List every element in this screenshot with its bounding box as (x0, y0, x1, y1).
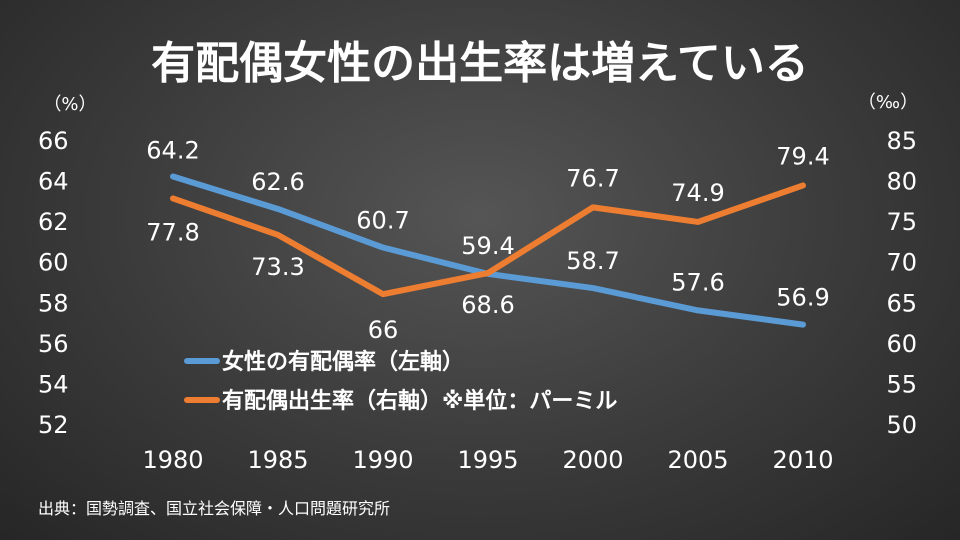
right-axis: 85 80 75 70 65 60 55 50 (886, 127, 917, 439)
marriage-rate-label: 58.7 (566, 247, 619, 275)
x-tick-label: 2010 (772, 446, 833, 474)
left-tick-label: 56 (38, 330, 69, 358)
marriage-rate-label: 60.7 (356, 207, 409, 235)
left-tick-label: 66 (38, 127, 69, 155)
x-axis: 1980 1985 1990 1995 2000 2005 2010 (142, 446, 833, 474)
left-axis-unit: （%） (43, 94, 96, 115)
left-tick-label: 60 (38, 249, 69, 277)
x-tick-label: 1980 (142, 446, 203, 474)
legend-label: 有配偶出生率（右軸）※単位：パーミル (222, 388, 617, 414)
fertility-rate-label: 77.8 (146, 218, 199, 246)
legend-label: 女性の有配偶率（左軸） (222, 349, 464, 375)
left-tick-label: 64 (38, 168, 69, 196)
fertility-rate-line (170, 182, 806, 298)
right-tick-label: 60 (886, 330, 917, 358)
right-tick-label: 70 (886, 249, 917, 277)
left-tick-label: 54 (38, 370, 69, 398)
marriage-rate-label: 57.6 (671, 268, 724, 296)
fertility-rate-label: 73.3 (251, 253, 304, 281)
legend: 女性の有配偶率（左軸） 有配偶出生率（右軸）※単位：パーミル (184, 349, 617, 414)
x-tick-label: 1985 (247, 446, 308, 474)
right-tick-label: 75 (886, 208, 917, 236)
right-tick-label: 65 (886, 289, 917, 317)
marriage-rate-label: 56.9 (776, 284, 829, 312)
left-axis: 66 64 62 60 58 56 54 52 (38, 127, 69, 439)
right-tick-label: 80 (886, 168, 917, 196)
fertility-rate-label: 79.4 (776, 142, 829, 170)
marriage-rate-label: 59.4 (461, 232, 514, 260)
marriage-rate-label: 64.2 (146, 137, 199, 165)
fertility-rate-label: 68.6 (461, 291, 514, 319)
right-tick-label: 50 (886, 411, 917, 439)
chart-title: 有配偶女性の出生率は増えている (151, 38, 809, 89)
left-tick-label: 52 (38, 411, 69, 439)
fertility-rate-label: 74.9 (671, 179, 724, 207)
series-layer (170, 173, 806, 328)
source-note: 出典：国勢調査、国立社会保障・人口問題研究所 (38, 499, 390, 518)
fertility-rate-label: 76.7 (566, 164, 619, 192)
x-tick-label: 1990 (352, 446, 413, 474)
marriage-rate-label: 62.6 (251, 168, 304, 196)
right-axis-unit: （‰） (858, 92, 918, 113)
x-tick-label: 2000 (562, 446, 623, 474)
x-tick-label: 2005 (667, 446, 728, 474)
fertility-rate-label: 66 (368, 316, 399, 344)
data-labels: 64.2 62.6 60.7 59.4 58.7 57.6 56.9 77.8 73.3 66 68… (146, 137, 829, 345)
right-tick-label: 55 (886, 370, 917, 398)
left-tick-label: 62 (38, 208, 69, 236)
left-tick-label: 58 (38, 289, 69, 317)
x-tick-label: 1995 (457, 446, 518, 474)
right-tick-label: 85 (886, 127, 917, 155)
